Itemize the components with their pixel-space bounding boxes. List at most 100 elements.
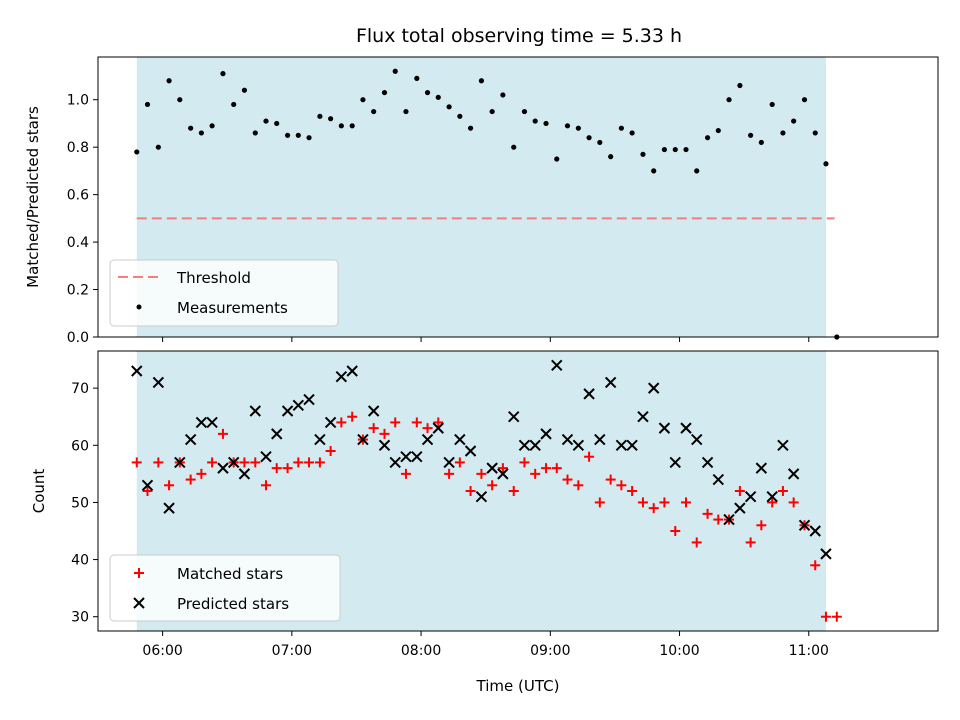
predicted-point bbox=[809, 525, 821, 537]
measurement-point bbox=[166, 78, 172, 84]
predicted-point bbox=[432, 422, 444, 434]
matched-point bbox=[810, 560, 821, 571]
predicted-point bbox=[400, 451, 412, 463]
predicted-point bbox=[540, 428, 552, 440]
predicted-point bbox=[551, 359, 563, 371]
predicted-point bbox=[669, 456, 681, 469]
matched-point bbox=[713, 514, 724, 525]
measurement-point bbox=[500, 92, 506, 98]
y-tick-label: 0.8 bbox=[67, 140, 89, 156]
predicted-point bbox=[561, 433, 574, 446]
measurement-point bbox=[424, 89, 431, 96]
predicted-point bbox=[583, 388, 595, 400]
measurement-point bbox=[651, 168, 657, 174]
measurement-point bbox=[564, 123, 571, 129]
matched-point bbox=[239, 457, 250, 468]
matched-point bbox=[411, 417, 422, 428]
measurement-point bbox=[381, 89, 388, 96]
predicted-point bbox=[357, 433, 369, 446]
predicted-point bbox=[475, 491, 488, 503]
measurement-point bbox=[349, 123, 355, 129]
measurement-point bbox=[252, 130, 258, 136]
measurement-point bbox=[683, 146, 689, 153]
measurement-point bbox=[284, 132, 291, 138]
matched-point bbox=[153, 457, 164, 468]
predicted-point bbox=[508, 411, 520, 423]
predicted-point bbox=[217, 462, 229, 474]
matched-point bbox=[304, 457, 315, 468]
chart-title: Flux total observing time = 5.33 h bbox=[356, 25, 682, 47]
measurement-point bbox=[791, 118, 797, 124]
measurement-point bbox=[338, 123, 344, 129]
measurement-point bbox=[392, 68, 398, 74]
measurement-point bbox=[543, 120, 549, 127]
predicted-point bbox=[152, 376, 165, 389]
x-tick-label: 06:00 bbox=[142, 643, 182, 659]
measurement-point bbox=[608, 154, 614, 160]
matched-point bbox=[584, 451, 595, 462]
measurement-point bbox=[360, 97, 366, 103]
predicted-point bbox=[615, 439, 628, 451]
x-tick-label: 08:00 bbox=[401, 643, 441, 659]
predicted-point bbox=[335, 371, 348, 383]
matched-point bbox=[745, 537, 756, 548]
matched-point bbox=[454, 457, 465, 468]
predicted-point bbox=[658, 422, 671, 434]
measurement-point bbox=[274, 120, 280, 127]
predicted-point bbox=[647, 382, 660, 394]
measurement-point bbox=[640, 151, 646, 157]
measurement-point bbox=[726, 97, 732, 103]
y-tick-label: 70 bbox=[71, 381, 89, 397]
measurement-point bbox=[694, 168, 700, 174]
matched-point bbox=[196, 468, 207, 479]
matched-point bbox=[422, 423, 433, 434]
measurement-point bbox=[521, 108, 528, 115]
ratio-legend: Threshold Measurements bbox=[109, 259, 339, 327]
measurement-point bbox=[371, 108, 377, 115]
predicted-point bbox=[637, 411, 649, 423]
matched-point bbox=[400, 468, 411, 479]
legend-measurements-label: Measurements bbox=[177, 299, 288, 317]
matched-point bbox=[734, 486, 745, 496]
matched-point bbox=[497, 463, 508, 474]
measurement-point bbox=[801, 97, 808, 103]
predicted-point bbox=[249, 405, 261, 417]
predicted-point bbox=[378, 439, 391, 451]
count-legend-box bbox=[109, 554, 341, 622]
measurement-point bbox=[478, 78, 485, 84]
predicted-point bbox=[389, 456, 401, 469]
predicted-point bbox=[324, 416, 337, 429]
matched-point bbox=[433, 417, 444, 428]
matched-point bbox=[207, 457, 218, 468]
y-tick-label: 1.0 bbox=[67, 93, 89, 109]
matched-point bbox=[562, 474, 573, 485]
predicted-point bbox=[260, 451, 272, 463]
measurement-point bbox=[780, 130, 786, 136]
measurement-point bbox=[177, 97, 183, 103]
legend-threshold-label: Threshold bbox=[176, 269, 251, 287]
x-tick-label: 09:00 bbox=[530, 643, 570, 659]
measurement-point bbox=[769, 101, 775, 108]
matched-point bbox=[627, 486, 638, 496]
predicted-point bbox=[712, 473, 725, 486]
matched-point bbox=[271, 463, 282, 474]
ratio-x-ticks bbox=[162, 337, 810, 342]
predicted-point bbox=[174, 456, 186, 469]
y-tick-label: 0.4 bbox=[67, 235, 89, 251]
measurement-point bbox=[328, 116, 334, 122]
predicted-point bbox=[787, 468, 800, 480]
predicted-point bbox=[604, 376, 617, 389]
predicted-point bbox=[454, 433, 466, 446]
measurement-point bbox=[758, 139, 764, 146]
predicted-point bbox=[303, 393, 315, 406]
measurement-point bbox=[737, 82, 743, 89]
measurement-point bbox=[511, 144, 517, 150]
matched-point bbox=[691, 537, 702, 548]
matched-point bbox=[767, 497, 778, 508]
predicted-point bbox=[701, 456, 714, 469]
matched-point bbox=[681, 497, 691, 508]
y-tick-label: 40 bbox=[71, 553, 89, 569]
predicted-point bbox=[281, 405, 294, 417]
matched-point bbox=[465, 486, 476, 496]
matched-point bbox=[820, 611, 831, 622]
